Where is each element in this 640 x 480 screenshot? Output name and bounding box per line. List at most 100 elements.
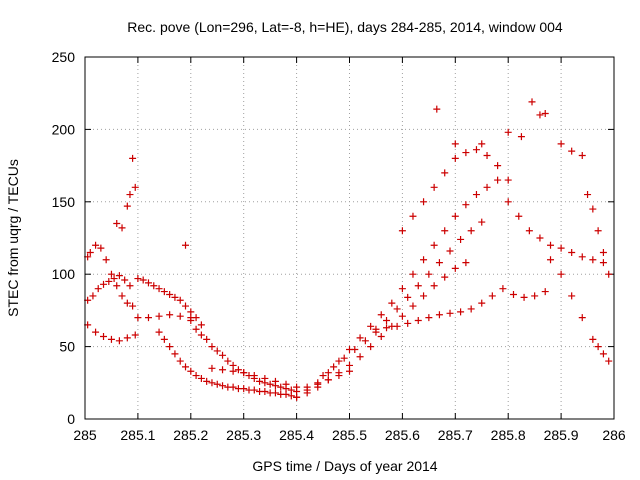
data-point	[383, 324, 391, 332]
data-point	[282, 380, 290, 388]
data-point	[266, 380, 274, 388]
data-point	[557, 270, 565, 278]
chart-title: Rec. pove (Lon=296, Lat=-8, h=HE), days …	[127, 19, 563, 35]
data-point	[115, 272, 123, 280]
data-point	[113, 220, 121, 228]
data-point	[277, 383, 285, 391]
data-point	[536, 111, 544, 119]
data-point	[224, 357, 232, 365]
data-point	[462, 201, 470, 209]
data-point	[197, 374, 205, 382]
x-tick-label: 286	[602, 427, 626, 443]
data-point	[435, 311, 443, 319]
data-point	[176, 357, 184, 365]
data-point	[504, 176, 512, 184]
data-point	[219, 351, 227, 359]
data-point	[203, 335, 211, 343]
data-point	[599, 259, 607, 267]
data-point	[457, 308, 465, 316]
data-point	[192, 325, 200, 333]
data-point	[293, 393, 301, 401]
data-point	[240, 385, 248, 393]
data-point	[208, 364, 216, 372]
data-point	[271, 389, 279, 397]
y-tick-label: 200	[52, 121, 76, 137]
data-point	[420, 292, 428, 300]
data-point	[123, 334, 131, 342]
data-point	[197, 331, 205, 339]
data-point	[250, 386, 258, 394]
data-point	[166, 343, 174, 351]
data-point	[578, 253, 586, 261]
data-point	[398, 285, 406, 293]
data-point	[134, 314, 142, 322]
data-point	[517, 133, 525, 141]
data-point	[494, 176, 502, 184]
y-tick-label: 150	[52, 194, 76, 210]
data-point	[547, 256, 555, 264]
data-point	[166, 290, 174, 298]
data-point	[425, 270, 433, 278]
data-point	[171, 293, 179, 301]
data-point	[531, 292, 539, 300]
data-point	[160, 288, 168, 296]
data-point	[462, 149, 470, 157]
x-tick-label: 285.2	[173, 427, 208, 443]
data-points	[84, 98, 613, 401]
data-point	[361, 337, 369, 345]
data-point	[483, 183, 491, 191]
data-point	[192, 372, 200, 380]
x-tick-label: 285.4	[279, 427, 314, 443]
y-axis-label: STEC from uqrg / TECUs	[5, 159, 21, 317]
data-point	[182, 241, 190, 249]
data-point	[528, 98, 536, 106]
data-point	[605, 357, 613, 365]
data-point	[420, 256, 428, 264]
x-axis-label: GPS time / Days of year 2014	[252, 458, 437, 474]
data-point	[92, 328, 100, 336]
data-point	[451, 212, 459, 220]
data-point	[446, 309, 454, 317]
x-tick-label: 285.8	[491, 427, 526, 443]
data-point	[557, 244, 565, 252]
data-point	[578, 151, 586, 159]
data-point	[504, 198, 512, 206]
data-point	[367, 322, 375, 330]
data-point	[377, 311, 385, 319]
x-tick-label: 285.9	[544, 427, 579, 443]
data-point	[430, 183, 438, 191]
data-point	[398, 312, 406, 320]
x-tick-label: 285.1	[120, 427, 155, 443]
data-point	[234, 366, 242, 374]
data-point	[340, 354, 348, 362]
data-point	[203, 377, 211, 385]
data-point	[499, 285, 507, 293]
data-point	[92, 241, 100, 249]
data-point	[324, 376, 332, 384]
data-point	[568, 147, 576, 155]
data-point	[197, 321, 205, 329]
data-point	[250, 372, 258, 380]
data-point	[589, 256, 597, 264]
data-point	[176, 312, 184, 320]
data-point	[293, 383, 301, 391]
data-point	[541, 288, 549, 296]
data-point	[599, 248, 607, 256]
data-point	[547, 241, 555, 249]
data-point	[589, 335, 597, 343]
data-point	[139, 276, 147, 284]
data-point	[414, 317, 422, 325]
data-point	[414, 282, 422, 290]
data-point	[324, 369, 332, 377]
data-point	[107, 270, 115, 278]
data-point	[457, 235, 465, 243]
data-point	[488, 292, 496, 300]
data-point	[118, 224, 126, 232]
data-point	[520, 293, 528, 301]
data-point	[478, 140, 486, 148]
data-point	[346, 361, 353, 369]
data-point	[155, 285, 163, 293]
data-point	[182, 363, 190, 371]
data-point	[100, 280, 108, 288]
